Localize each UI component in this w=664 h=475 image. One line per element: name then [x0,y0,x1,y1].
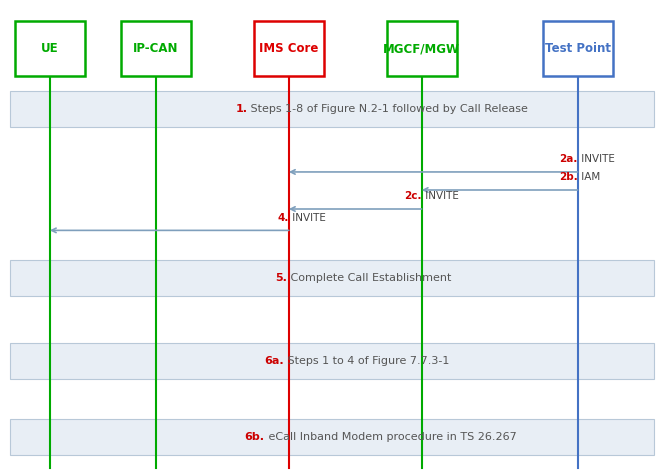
Text: 6b.: 6b. [244,432,265,442]
Text: MGCF/MGW: MGCF/MGW [383,42,460,55]
FancyBboxPatch shape [121,21,191,76]
Text: Steps 1-8 of Figure N.2-1 followed by Call Release: Steps 1-8 of Figure N.2-1 followed by Ca… [247,104,528,114]
Text: IP-CAN: IP-CAN [133,42,179,55]
FancyBboxPatch shape [387,21,457,76]
Text: INVITE: INVITE [422,191,459,201]
FancyBboxPatch shape [10,419,654,455]
Text: Steps 1 to 4 of Figure 7.7.3-1: Steps 1 to 4 of Figure 7.7.3-1 [284,356,449,366]
Text: Complete Call Establishment: Complete Call Establishment [287,273,452,283]
Text: 2c.: 2c. [404,191,422,201]
Text: 2b.: 2b. [559,172,578,182]
Text: UE: UE [41,42,58,55]
Text: 2a.: 2a. [559,154,578,164]
FancyBboxPatch shape [543,21,612,76]
Text: eCall Inband Modem procedure in TS 26.267: eCall Inband Modem procedure in TS 26.26… [265,432,517,442]
Text: INVITE: INVITE [289,213,326,223]
Text: 1.: 1. [235,104,247,114]
Text: 5.: 5. [275,273,287,283]
Text: Test Point: Test Point [544,42,611,55]
FancyBboxPatch shape [15,21,85,76]
Text: 4.: 4. [278,213,289,223]
Text: IAM: IAM [578,172,600,182]
FancyBboxPatch shape [10,91,654,127]
Text: INVITE: INVITE [578,154,615,164]
FancyBboxPatch shape [10,343,654,379]
FancyBboxPatch shape [10,260,654,295]
Text: IMS Core: IMS Core [259,42,319,55]
FancyBboxPatch shape [254,21,324,76]
Text: 6a.: 6a. [264,356,284,366]
